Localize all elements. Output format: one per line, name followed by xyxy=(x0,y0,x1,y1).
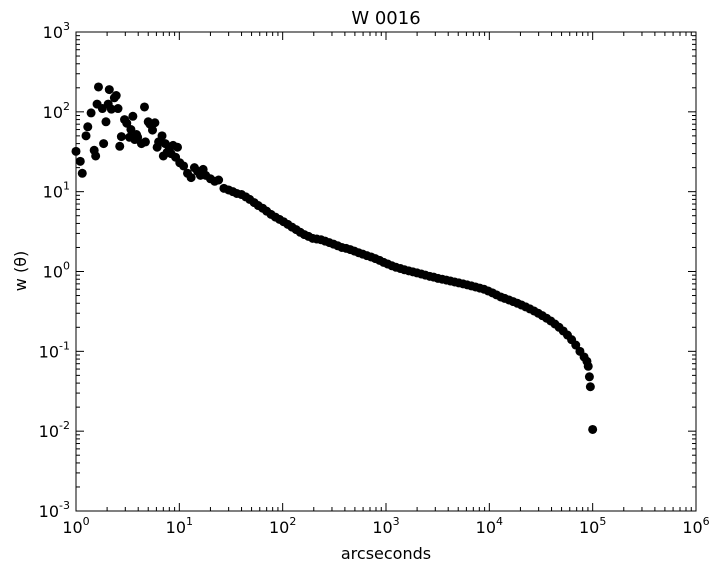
data-point xyxy=(104,85,114,95)
data-point xyxy=(179,161,189,171)
data-point xyxy=(71,146,81,156)
y-tick-label: 10-2 xyxy=(39,419,70,441)
data-point xyxy=(83,122,93,132)
data-point xyxy=(588,424,598,434)
y-tick-label: 101 xyxy=(43,180,70,202)
data-point xyxy=(128,111,138,121)
data-point xyxy=(91,151,101,161)
data-point xyxy=(101,117,111,127)
data-point xyxy=(77,168,87,178)
x-tick-label: 105 xyxy=(579,515,606,537)
y-tick-labels: 10-3 10-2 10-1 100 101 102 103 xyxy=(39,20,70,521)
data-point xyxy=(116,132,126,142)
data-point xyxy=(214,175,224,185)
x-axis-label: arcseconds xyxy=(341,544,431,563)
x-tick-label: 100 xyxy=(62,515,89,537)
data-point xyxy=(148,125,158,135)
data-points xyxy=(71,82,598,434)
data-point xyxy=(157,131,167,141)
data-point xyxy=(585,382,595,392)
plot-frame xyxy=(75,31,697,512)
data-point xyxy=(113,104,123,114)
chart-title: W 0016 xyxy=(351,8,420,29)
data-point xyxy=(93,82,103,92)
y-tick-label: 100 xyxy=(43,260,70,282)
data-point xyxy=(140,137,150,147)
data-point xyxy=(106,104,116,114)
data-point xyxy=(99,139,109,149)
data-point xyxy=(75,156,85,166)
axis-ticks xyxy=(75,31,697,512)
data-point xyxy=(139,102,149,112)
x-tick-label: 102 xyxy=(269,515,296,537)
x-tick-label: 104 xyxy=(476,515,503,537)
y-axis-label: w (θ) xyxy=(11,251,30,291)
data-point xyxy=(571,340,581,350)
data-point xyxy=(150,118,160,128)
x-tick-label: 101 xyxy=(166,515,193,537)
x-tick-label: 103 xyxy=(372,515,399,537)
data-point xyxy=(186,173,196,183)
x-tick-labels: 100 101 102 103 104 105 106 xyxy=(62,515,709,537)
data-point xyxy=(584,372,594,382)
x-tick-label: 106 xyxy=(682,515,709,537)
data-point xyxy=(583,361,593,371)
data-point xyxy=(173,142,183,152)
data-point xyxy=(86,108,96,118)
y-tick-label: 10-3 xyxy=(39,499,70,521)
data-point xyxy=(115,141,125,151)
data-point xyxy=(81,131,91,141)
y-tick-label: 102 xyxy=(43,100,70,122)
data-point xyxy=(111,91,121,101)
y-tick-label: 10-1 xyxy=(39,339,70,361)
y-tick-label: 103 xyxy=(43,20,70,42)
